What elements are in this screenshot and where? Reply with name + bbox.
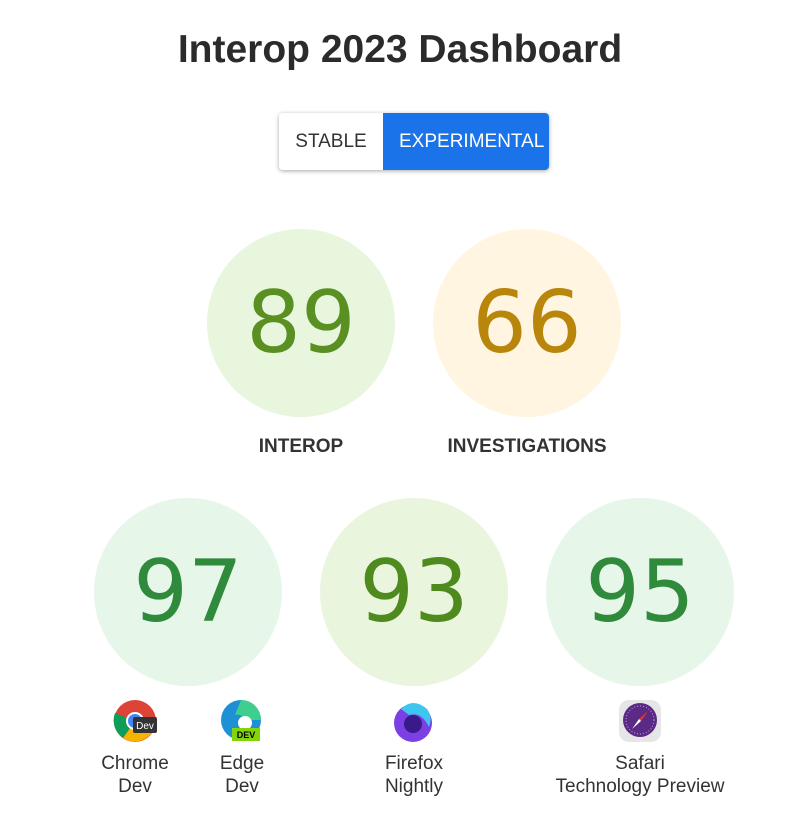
firefox-nightly-line1: Firefox [384, 753, 444, 774]
chrome-edge-score: 97 [94, 498, 282, 686]
edge-dev-name: Edge Dev [122, 752, 362, 798]
firefox-nightly-icon [394, 703, 432, 742]
interop-score: 89 [207, 229, 395, 417]
safari-tp-line1: Safari [615, 753, 665, 774]
chrome-dev-icon: Dev [113, 700, 157, 742]
safari-score: 95 [546, 498, 734, 686]
firefox-nightly-name: Firefox Nightly [294, 752, 534, 798]
svg-text:Dev: Dev [136, 721, 154, 732]
firefox-score: 93 [320, 498, 508, 686]
chrome-dev-line2: Dev [118, 776, 152, 797]
edge-dev-line2: Dev [225, 776, 259, 797]
firefox-nightly-line2: Nightly [384, 776, 444, 797]
interop-label: INTEROP [258, 436, 344, 457]
svg-text:DEV: DEV [237, 730, 256, 740]
chrome-dev-line1: Chrome [101, 753, 169, 774]
safari-tp-name: Safari Technology Preview [520, 752, 760, 798]
chrome-dev-name: Chrome Dev [15, 752, 255, 798]
safari-tp-line2: Technology Preview [555, 776, 725, 797]
channel-toggle: STABLE EXPERIMENTAL [279, 113, 549, 170]
investigations-score: 66 [433, 229, 621, 417]
investigations-label: INVESTIGATIONS [447, 436, 607, 457]
experimental-button[interactable]: EXPERIMENTAL [383, 113, 549, 170]
stable-button[interactable]: STABLE [279, 113, 383, 170]
edge-dev-line1: Edge [219, 753, 265, 774]
safari-technology-preview-icon [619, 700, 661, 742]
page-title: Interop 2023 Dashboard [177, 28, 623, 71]
edge-dev-icon: DEV [221, 700, 261, 741]
